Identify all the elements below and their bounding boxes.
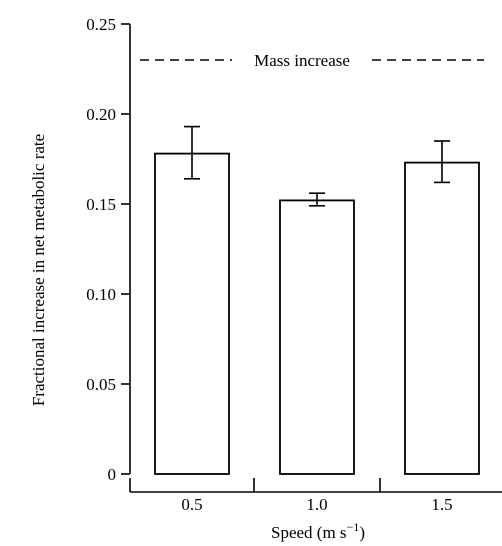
reference-line-group: Mass increase <box>140 51 484 70</box>
x-axis-label: Speed (m s−1) <box>271 520 365 542</box>
x-axis-label-close: ) <box>359 523 365 542</box>
y-tick-label: 0.25 <box>86 15 116 34</box>
bar <box>279 199 355 475</box>
y-axis-label: Fractional increase in net metabolic rat… <box>29 134 48 406</box>
x-axis-label-main: Speed (m s <box>271 523 347 542</box>
y-tick-label: 0 <box>108 465 117 484</box>
x-tick-label: 1.5 <box>431 495 452 514</box>
bar <box>154 152 230 475</box>
reference-line-label: Mass increase <box>254 51 350 70</box>
bar <box>404 161 480 475</box>
y-tick-label: 0.10 <box>86 285 116 304</box>
y-tick-label: 0.20 <box>86 105 116 124</box>
y-tick-label: 0.15 <box>86 195 116 214</box>
y-tick-label: 0.05 <box>86 375 116 394</box>
x-tick-label: 0.5 <box>181 495 202 514</box>
x-axis-label-superscript: −1 <box>347 520 360 534</box>
y-axis: 0 0.05 0.10 0.15 0.20 0.25 <box>86 15 131 484</box>
x-tick-label: 1.0 <box>306 495 327 514</box>
x-axis: 0.5 1.0 1.5 <box>129 478 502 514</box>
bars <box>154 125 480 475</box>
